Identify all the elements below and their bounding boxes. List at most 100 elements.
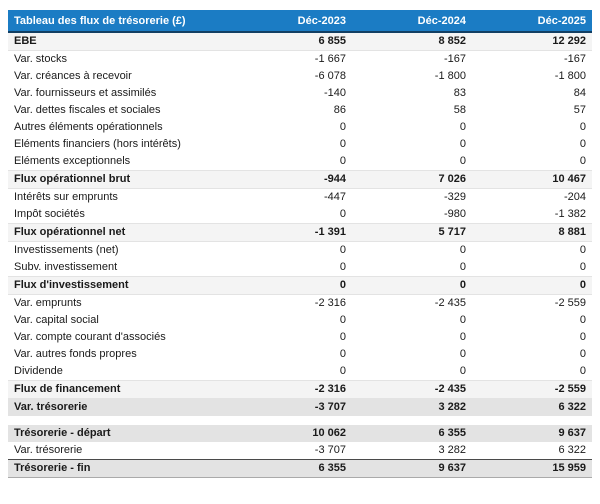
row-value: 86 <box>232 102 352 119</box>
row-value: 0 <box>352 276 472 295</box>
row-value: 0 <box>472 329 592 346</box>
row-label: Flux d'investissement <box>8 276 232 295</box>
row-value: -329 <box>352 188 472 206</box>
table-row: Impôt sociétés 0 -980 -1 382 <box>8 206 592 224</box>
row-label: Var. créances à recevoir <box>8 68 232 85</box>
row-label: Trésorerie - départ <box>8 425 232 442</box>
row-value: 0 <box>232 136 352 153</box>
row-value: 0 <box>472 312 592 329</box>
row-value: 0 <box>352 329 472 346</box>
row-value: 6 355 <box>352 425 472 442</box>
row-value: 0 <box>232 363 352 381</box>
table-row: Eléments exceptionnels 0 0 0 <box>8 153 592 171</box>
row-value: 6 355 <box>232 459 352 478</box>
table-row <box>8 416 592 425</box>
row-label: Eléments financiers (hors intérêts) <box>8 136 232 153</box>
row-value: 0 <box>232 206 352 224</box>
row-value: -1 382 <box>472 206 592 224</box>
row-value: -2 559 <box>472 294 592 312</box>
row-value: 0 <box>472 119 592 136</box>
row-value: -980 <box>352 206 472 224</box>
table-row: Intérêts sur emprunts -447 -329 -204 <box>8 188 592 206</box>
row-value: 0 <box>352 153 472 171</box>
row-value: 0 <box>352 241 472 259</box>
spacer-cell <box>8 416 592 425</box>
table-body: EBE 6 855 8 852 12 292 Var. stocks -1 667 -167… <box>8 31 592 478</box>
row-value: 0 <box>472 241 592 259</box>
table-row: Subv. investissement 0 0 0 <box>8 259 592 277</box>
table-row: Var. emprunts -2 316 -2 435 -2 559 <box>8 294 592 312</box>
row-label: Dividende <box>8 363 232 381</box>
row-value: -1 667 <box>232 50 352 68</box>
table-row: Var. créances à recevoir -6 078 -1 800 -1 8… <box>8 68 592 85</box>
row-value: 0 <box>232 119 352 136</box>
row-label: Trésorerie - fin <box>8 459 232 478</box>
row-value: 0 <box>352 119 472 136</box>
row-value: -2 316 <box>232 294 352 312</box>
row-label: Var. trésorerie <box>8 398 232 416</box>
row-value: 0 <box>232 153 352 171</box>
row-value: 8 881 <box>472 223 592 242</box>
row-value: -2 435 <box>352 380 472 399</box>
row-value: 9 637 <box>472 425 592 442</box>
row-label: Var. stocks <box>8 50 232 68</box>
row-value: -140 <box>232 85 352 102</box>
table-header-row: Tableau des flux de trésorerie (£) Déc-2… <box>8 10 592 33</box>
row-value: 0 <box>352 312 472 329</box>
row-value: -167 <box>472 50 592 68</box>
row-value: -3 707 <box>232 442 352 460</box>
row-label: EBE <box>8 31 232 51</box>
column-header-dec-2025: Déc-2025 <box>472 10 592 33</box>
row-label: Flux opérationnel brut <box>8 170 232 189</box>
row-label: Flux de financement <box>8 380 232 399</box>
row-value: 0 <box>352 136 472 153</box>
table-row: Trésorerie - départ 10 062 6 355 9 637 <box>8 425 592 442</box>
row-value: -447 <box>232 188 352 206</box>
table-row: Var. trésorerie -3 707 3 282 6 322 <box>8 398 592 416</box>
row-label: Impôt sociétés <box>8 206 232 224</box>
row-value: -204 <box>472 188 592 206</box>
row-value: 0 <box>352 363 472 381</box>
table-row: Var. fournisseurs et assimilés -140 83 84 <box>8 85 592 102</box>
row-value: -1 391 <box>232 223 352 242</box>
table-row: Var. trésorerie -3 707 3 282 6 322 <box>8 442 592 460</box>
row-label: Var. trésorerie <box>8 442 232 460</box>
row-value: -2 435 <box>352 294 472 312</box>
row-label: Var. fournisseurs et assimilés <box>8 85 232 102</box>
column-header-dec-2023: Déc-2023 <box>232 10 352 33</box>
row-value: 0 <box>232 346 352 363</box>
row-value: 0 <box>232 241 352 259</box>
row-value: -2 559 <box>472 380 592 399</box>
row-value: -1 800 <box>472 68 592 85</box>
row-value: 0 <box>232 259 352 277</box>
row-value: 12 292 <box>472 31 592 51</box>
column-header-dec-2024: Déc-2024 <box>352 10 472 33</box>
row-value: 9 637 <box>352 459 472 478</box>
row-value: 0 <box>472 276 592 295</box>
table-row: Flux d'investissement 0 0 0 <box>8 276 592 295</box>
row-value: -3 707 <box>232 398 352 416</box>
table-row: Var. compte courant d'associés 0 0 0 <box>8 329 592 346</box>
table-row: Flux de financement -2 316 -2 435 -2 559 <box>8 380 592 399</box>
table-row: Var. stocks -1 667 -167 -167 <box>8 50 592 68</box>
row-value: 0 <box>232 312 352 329</box>
table-row: Var. dettes fiscales et sociales 86 58 57 <box>8 102 592 119</box>
row-label: Var. emprunts <box>8 294 232 312</box>
row-label: Var. dettes fiscales et sociales <box>8 102 232 119</box>
row-value: -944 <box>232 170 352 189</box>
row-label: Investissements (net) <box>8 241 232 259</box>
row-label: Autres éléments opérationnels <box>8 119 232 136</box>
row-value: 0 <box>232 329 352 346</box>
row-value: 0 <box>472 259 592 277</box>
row-value: 3 282 <box>352 442 472 460</box>
table-row: Flux opérationnel net -1 391 5 717 8 881 <box>8 223 592 242</box>
row-label: Eléments exceptionnels <box>8 153 232 171</box>
row-value: 6 322 <box>472 398 592 416</box>
row-value: 0 <box>472 153 592 171</box>
table-row: EBE 6 855 8 852 12 292 <box>8 31 592 51</box>
table-row: Var. autres fonds propres 0 0 0 <box>8 346 592 363</box>
row-value: 5 717 <box>352 223 472 242</box>
table-row: Dividende 0 0 0 <box>8 363 592 381</box>
row-value: 7 026 <box>352 170 472 189</box>
row-value: 0 <box>472 363 592 381</box>
